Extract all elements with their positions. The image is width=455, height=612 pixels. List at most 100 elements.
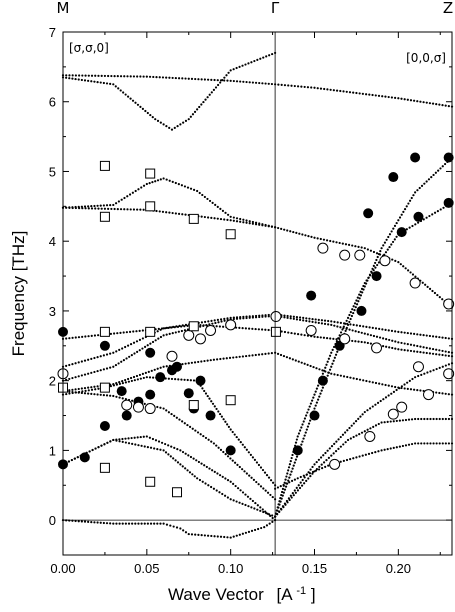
curve-dot (383, 448, 386, 451)
y-tick-label: 6 (49, 95, 56, 110)
curve-dot (80, 374, 83, 377)
curve-dot (145, 435, 148, 438)
curve-dot (435, 442, 438, 445)
curve-dot (305, 479, 308, 482)
curve-dot (211, 402, 215, 405)
curve-dot (258, 315, 261, 319)
curve-dot (83, 373, 87, 376)
curve-dot (313, 407, 316, 410)
curve-dot (333, 442, 336, 445)
curve-dot (116, 332, 119, 335)
curve-dot (261, 224, 264, 227)
curve-dot (438, 442, 441, 445)
open-circle-point (305, 324, 317, 336)
curve-dot (277, 226, 280, 230)
curve-dot (426, 371, 429, 374)
filled-circle-point (317, 375, 328, 386)
curve-dot (216, 318, 219, 321)
curve-dot (154, 339, 157, 342)
curve-dot (398, 387, 401, 390)
curve-dot (355, 303, 359, 306)
curve-dot (341, 242, 344, 245)
curve-dot (374, 94, 377, 97)
curve-dot (253, 528, 257, 532)
x-axis-title-main: Wave Vector (168, 585, 264, 604)
curve-dot (238, 65, 241, 68)
open-circle-point (423, 389, 435, 401)
curve-dot (173, 414, 176, 418)
curve-dot (360, 340, 363, 344)
curve-dot (241, 532, 244, 535)
curve-dot (375, 252, 379, 255)
curve-dot (348, 91, 352, 94)
curve-dot (296, 333, 300, 336)
curve-dot (408, 199, 412, 202)
curve-dot (238, 355, 241, 358)
curve-dot (300, 426, 303, 429)
curve-dot (279, 485, 282, 488)
filled-circle-point (79, 452, 90, 463)
curve-dot (182, 121, 185, 124)
curve-dot (174, 181, 177, 185)
curve-dot (145, 182, 148, 186)
curve-dot (318, 465, 321, 468)
curve-dot (338, 241, 341, 245)
curve-dot (414, 223, 417, 226)
curve-dot (285, 356, 289, 359)
curve-dot (300, 333, 303, 336)
curve-dot (223, 317, 226, 321)
curve-dot (142, 208, 145, 211)
curve-dot (175, 416, 178, 419)
curve-dot (441, 353, 444, 357)
curve-dot (257, 527, 260, 531)
curve-dot (67, 460, 71, 463)
curve-dot (307, 477, 310, 480)
curve-dot (209, 359, 212, 362)
curve-dot (187, 77, 190, 80)
curve-dot (165, 365, 168, 368)
curve-dot (87, 74, 90, 77)
curve-dot (248, 354, 251, 357)
curve-dot (423, 417, 426, 421)
curve-dot (239, 80, 242, 83)
curve-dot (207, 216, 210, 219)
curve-dot (97, 387, 100, 390)
curve-dot (167, 444, 170, 447)
curve-dot (97, 74, 100, 77)
curve-dot (288, 476, 291, 479)
curve-dot (271, 495, 274, 499)
filled-circle-point (145, 389, 156, 400)
curve-dot (353, 309, 356, 312)
curve-dot (84, 74, 87, 77)
curve-dot (73, 457, 76, 460)
curve-dot (167, 453, 170, 456)
curve-dot (207, 438, 210, 441)
curve-dot (239, 217, 242, 221)
direction-label-right: [0,0,σ] (406, 51, 446, 65)
curve-dot (400, 386, 403, 390)
curve-dot (298, 232, 301, 235)
filled-circle-point (443, 152, 454, 163)
curve-dot (399, 263, 402, 266)
curve-dot (194, 429, 197, 432)
curve-dot (369, 334, 373, 337)
curve-dot (229, 536, 232, 539)
curve-dot (416, 333, 419, 336)
curve-dot (339, 321, 342, 324)
curve-dot (186, 423, 189, 427)
curve-dot (162, 449, 165, 452)
curve-dot (271, 514, 274, 517)
curve-dot (444, 354, 447, 357)
curve-dot (159, 366, 162, 369)
curve-dot (173, 446, 176, 449)
curve-dot (410, 196, 413, 200)
curve-dot (386, 420, 389, 423)
curve-dot (320, 463, 323, 466)
curve-dot (178, 418, 181, 421)
dispersion-curve (274, 417, 454, 518)
curve-dot (245, 80, 248, 84)
curve-dot (109, 332, 113, 335)
curve-dot (184, 362, 187, 365)
curve-dot (112, 83, 115, 86)
curve-dot (105, 522, 109, 525)
